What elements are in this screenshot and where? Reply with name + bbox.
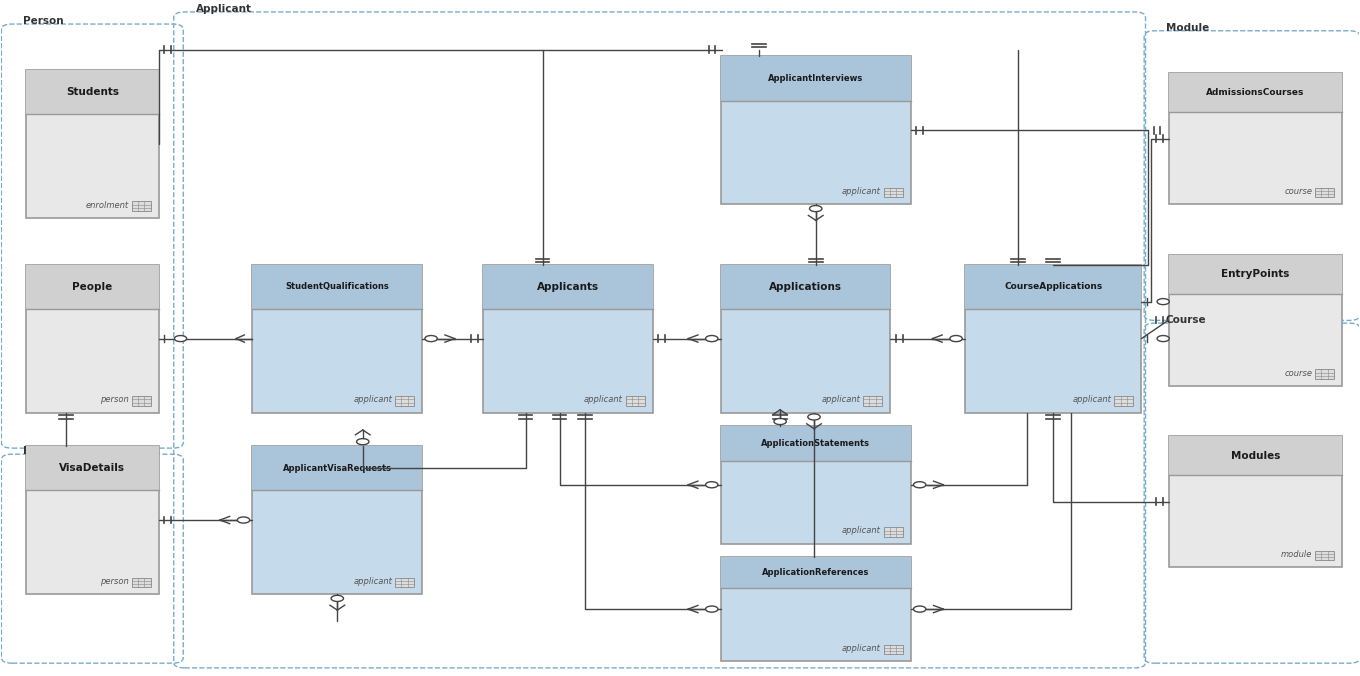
Bar (1168, 73, 1342, 112)
Bar (132, 396, 151, 406)
Circle shape (914, 482, 926, 488)
Bar (966, 264, 1141, 412)
Text: StudentQualifications: StudentQualifications (286, 283, 389, 291)
Circle shape (330, 596, 344, 602)
Circle shape (706, 335, 718, 341)
Text: People: People (72, 282, 113, 292)
Text: applicant: applicant (821, 395, 861, 404)
Bar (966, 264, 1141, 309)
Bar (864, 396, 883, 406)
Bar (26, 70, 159, 114)
Circle shape (774, 418, 786, 425)
Bar (26, 446, 159, 594)
Text: applicant: applicant (842, 527, 881, 535)
Text: ApplicantInterviews: ApplicantInterviews (768, 74, 864, 83)
Circle shape (949, 335, 963, 341)
Bar (1315, 551, 1334, 560)
Bar (721, 56, 911, 204)
Text: Applications: Applications (768, 282, 842, 292)
Text: Applicant: Applicant (196, 4, 252, 14)
Circle shape (914, 606, 926, 612)
Text: course: course (1284, 368, 1312, 378)
Text: AdmissionsCourses: AdmissionsCourses (1206, 89, 1304, 97)
Circle shape (1157, 335, 1170, 341)
Text: Module: Module (1166, 23, 1209, 32)
Bar (884, 645, 903, 654)
Bar (253, 264, 422, 412)
Bar (1114, 396, 1133, 406)
Circle shape (808, 414, 820, 420)
Bar (1168, 73, 1342, 204)
Text: Course: Course (1166, 315, 1206, 325)
Bar (721, 557, 911, 588)
Text: Applicants: Applicants (537, 282, 600, 292)
Text: course: course (1284, 187, 1312, 196)
Text: VisaDetails: VisaDetails (60, 463, 125, 473)
Circle shape (238, 517, 250, 523)
Text: person: person (101, 395, 129, 404)
Bar (394, 396, 413, 406)
Circle shape (809, 206, 821, 212)
Bar (1168, 436, 1342, 475)
Text: enrolment: enrolment (86, 201, 129, 210)
Bar (721, 264, 891, 309)
Bar (26, 264, 159, 309)
Text: Enrolment: Enrolment (23, 446, 84, 456)
Bar (26, 264, 159, 412)
Bar (721, 426, 911, 544)
Circle shape (1157, 299, 1170, 305)
Text: person: person (101, 577, 129, 586)
Text: EntryPoints: EntryPoints (1221, 269, 1289, 279)
Circle shape (424, 335, 438, 341)
Bar (884, 527, 903, 537)
Bar (253, 446, 422, 491)
Bar (394, 578, 413, 587)
Bar (721, 264, 891, 412)
Circle shape (706, 482, 718, 488)
Text: applicant: applicant (354, 395, 392, 404)
Bar (1168, 255, 1342, 385)
Bar (721, 56, 911, 101)
Bar (1315, 370, 1334, 379)
Text: ApplicationStatements: ApplicationStatements (762, 439, 870, 448)
Circle shape (706, 606, 718, 612)
Bar (721, 426, 911, 461)
Bar (721, 557, 911, 661)
Text: applicant: applicant (354, 577, 392, 586)
Text: applicant: applicant (842, 644, 881, 653)
Text: Person: Person (23, 16, 64, 26)
Circle shape (356, 439, 369, 445)
Text: CourseApplications: CourseApplications (1004, 283, 1103, 291)
Bar (483, 264, 653, 309)
Bar (884, 188, 903, 197)
Text: applicant: applicant (585, 395, 623, 404)
Text: Students: Students (65, 87, 118, 97)
Circle shape (174, 335, 186, 341)
Text: ApplicantVisaRequests: ApplicantVisaRequests (283, 464, 392, 473)
Bar (132, 201, 151, 211)
Bar (483, 264, 653, 412)
Bar (26, 70, 159, 218)
Bar (1168, 436, 1342, 567)
Bar (1315, 188, 1334, 197)
Bar (253, 264, 422, 309)
Text: applicant: applicant (842, 187, 881, 196)
Bar (132, 578, 151, 587)
Bar (26, 446, 159, 491)
Bar (626, 396, 645, 406)
Text: applicant: applicant (1073, 395, 1111, 404)
Text: ApplicationReferences: ApplicationReferences (762, 568, 869, 577)
Text: Modules: Modules (1231, 451, 1280, 460)
Bar (253, 446, 422, 594)
Bar (1168, 255, 1342, 294)
Text: module: module (1281, 550, 1312, 559)
